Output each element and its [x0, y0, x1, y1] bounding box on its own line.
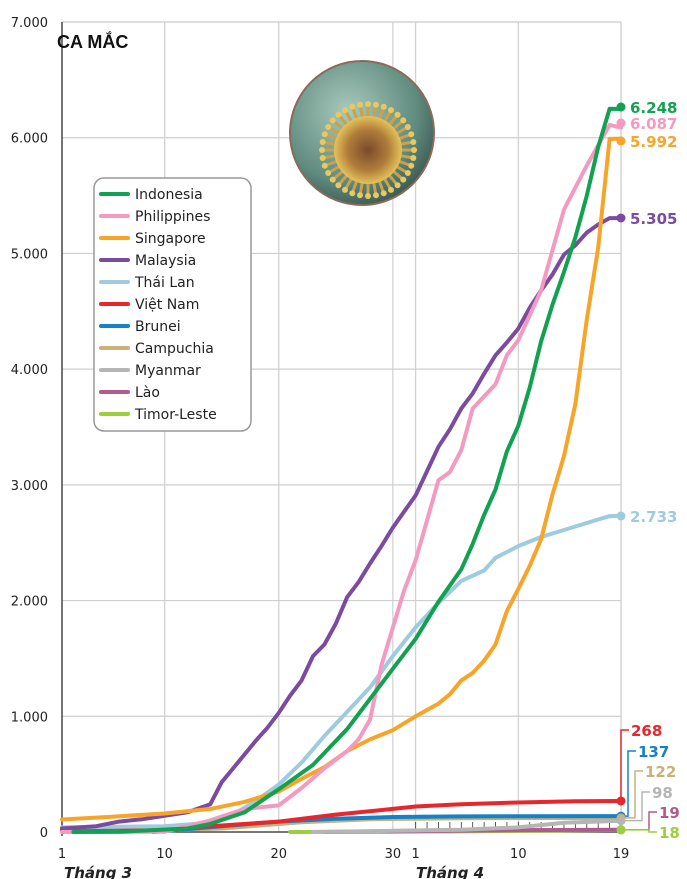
y-tick-label: 3.000: [11, 479, 48, 494]
virus-spike-tip: [380, 190, 387, 197]
virus-spike-tip: [372, 192, 379, 199]
x-tick-label: 20: [270, 847, 287, 862]
virus-spike-tip: [365, 101, 371, 107]
series-line-philippines: [60, 123, 623, 834]
virus-spike-tip: [404, 170, 411, 176]
coronavirus-image: [289, 60, 435, 206]
end-marker: [616, 796, 626, 806]
virus-spike-tip: [349, 190, 356, 197]
virus-spike-tip: [329, 117, 336, 124]
x-tick-label: 10: [510, 847, 527, 862]
virus-spike-tip: [349, 103, 356, 110]
y-tick-label: 7.000: [11, 16, 48, 31]
virus-spike-tip: [388, 186, 394, 193]
end-value-label: 6.248: [630, 99, 677, 117]
virus-spike-tip: [410, 139, 417, 146]
end-marker: [616, 118, 626, 128]
leader-line: [621, 750, 636, 817]
virus-spike-tip: [380, 103, 387, 110]
month-label-april: Tháng 4: [416, 864, 484, 879]
virus-spike-tip: [319, 147, 325, 153]
end-marker: [616, 511, 626, 521]
end-value-label: 6.087: [630, 115, 677, 133]
virus-spike-tip: [325, 170, 332, 176]
end-value-label: 268: [631, 722, 662, 740]
legend-label: Philippines: [135, 209, 210, 225]
virus-spike-tip: [388, 107, 394, 114]
virus-spike-tip: [342, 107, 348, 114]
virus-spike-tip: [400, 176, 407, 183]
legend-label: Myanmar: [135, 363, 201, 379]
virus-spike-tip: [342, 186, 348, 193]
x-tick-label: 10: [156, 847, 173, 862]
virus-spike-tip: [404, 124, 411, 130]
end-value-label: 2.733: [630, 508, 677, 526]
y-tick-label: 0: [40, 826, 48, 841]
end-value-label: 19: [659, 804, 680, 822]
x-tick-label: 30: [385, 847, 402, 862]
virus-spike-tip: [357, 101, 364, 108]
end-value-label: 137: [638, 743, 669, 761]
virus-spike-tip: [319, 139, 326, 146]
leader-line: [621, 829, 657, 833]
virus-spike-tip: [411, 147, 417, 153]
legend: Indonesia Philippines Singapore Malaysia Thá…: [93, 177, 252, 432]
end-value-label: 18: [659, 824, 680, 842]
leader-line: [621, 770, 643, 819]
legend-label: Malaysia: [135, 253, 196, 269]
x-tick-label: 1: [58, 847, 66, 862]
virus-spike-tip: [365, 193, 371, 199]
end-value-label: 5.992: [630, 133, 677, 151]
legend-label: Timor-Leste: [134, 407, 217, 423]
virus-spike-tip: [321, 131, 328, 138]
legend-label: Brunei: [135, 319, 181, 335]
virus-spike-tip: [410, 154, 417, 161]
end-marker: [616, 825, 626, 835]
legend-label: Lào: [135, 385, 160, 401]
virus-spike-tip: [325, 124, 332, 130]
y-tick-label: 1.000: [11, 710, 48, 725]
leader-line: [621, 791, 650, 822]
virus-spike-tip: [329, 176, 336, 183]
virus-spike-tip: [335, 111, 342, 118]
virus-spike-tip: [394, 111, 401, 118]
legend-label: Indonesia: [135, 187, 203, 203]
legend-label: Việt Nam: [135, 297, 199, 313]
end-value-label: 5.305: [630, 210, 677, 228]
y-tick-label: 2.000: [11, 595, 48, 610]
end-marker: [616, 213, 626, 223]
y-tick-label: 4.000: [11, 363, 48, 378]
legend-label: Campuchia: [135, 341, 214, 357]
virus-spike-tip: [372, 101, 379, 108]
legend-box: [93, 177, 252, 432]
y-tick-label: 5.000: [11, 247, 48, 262]
legend-label: Thái Lan: [134, 275, 195, 291]
virus-spike-tip: [319, 154, 326, 161]
virus-spike-tip: [394, 182, 401, 189]
leader-line: [620, 729, 629, 801]
x-tick-label: 19: [613, 847, 630, 862]
end-marker: [616, 136, 626, 146]
virus-spike-tip: [400, 117, 407, 124]
chart-title: CA MẮC: [57, 31, 128, 52]
legend-label: Singapore: [135, 231, 206, 247]
x-tick-label: 1: [412, 847, 420, 862]
virus-spike-tip: [335, 182, 342, 189]
end-value-label: 98: [652, 784, 673, 802]
end-marker: [616, 102, 626, 112]
series-line-thái-lan: [60, 513, 623, 830]
virus-spike-tip: [321, 162, 328, 169]
y-tick-label: 6.000: [11, 132, 48, 147]
virus-spike-tip: [408, 131, 415, 138]
end-marker: [616, 816, 626, 826]
month-label-march: Tháng 3: [64, 864, 132, 879]
series-line-myanmar: [311, 818, 623, 834]
virus-spike-tip: [408, 162, 415, 169]
virus-spike-tip: [357, 192, 364, 199]
series-line-indonesia: [71, 106, 623, 834]
end-value-label: 122: [645, 763, 676, 781]
